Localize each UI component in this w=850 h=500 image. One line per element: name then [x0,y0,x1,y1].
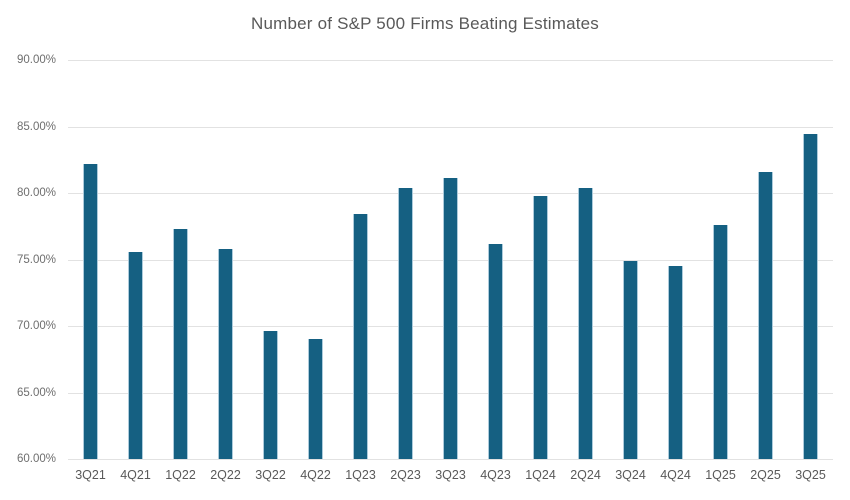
chart-title: Number of S&P 500 Firms Beating Estimate… [250,14,600,33]
x-axis-tick-label: 1Q22 [165,468,196,482]
bar-3Q24 [623,260,638,459]
bar-1Q23 [353,214,368,459]
x-axis-tick-label: 2Q23 [390,468,421,482]
x-axis-tick-label: 1Q25 [705,468,736,482]
x-axis-tick-label: 3Q21 [75,468,106,482]
y-axis-tick-label: 70.00% [16,320,56,332]
y-axis-tick-label: 80.00% [16,187,56,199]
x-axis-tick-label: 1Q23 [345,468,376,482]
gridline [68,459,833,460]
bar-4Q22 [308,339,323,459]
x-axis-tick-label: 3Q23 [435,468,466,482]
x-axis-tick-label: 1Q24 [525,468,556,482]
bar-3Q23 [443,178,458,459]
x-axis-tick-label: 4Q21 [120,468,151,482]
bar-2Q23 [398,187,413,459]
y-axis-tick-label: 90.00% [16,54,56,66]
y-axis-tick-label: 65.00% [16,386,56,399]
y-axis-tick-label: 60.00% [16,453,56,465]
bar-3Q25 [803,134,818,459]
gridline [68,60,833,61]
x-axis-tick-label: 4Q24 [660,468,691,482]
bar-1Q22 [173,228,188,459]
x-axis-tick-label: 3Q24 [615,468,646,482]
bar-4Q23 [488,243,503,459]
bar-1Q25 [713,224,728,459]
x-axis-tick-label: 2Q25 [750,468,781,482]
bar-3Q22 [263,331,278,459]
bar-2Q24 [578,187,593,459]
x-axis-tick-label: 4Q23 [480,468,511,482]
x-axis-tick-label: 3Q25 [795,468,826,482]
bar-3Q21 [83,163,98,459]
bar-4Q24 [668,266,683,459]
x-axis-tick-label: 2Q24 [570,468,601,482]
bar-2Q25 [758,171,773,459]
y-axis-tick-label: 75.00% [16,253,56,266]
x-axis-tick-label: 2Q22 [210,468,241,482]
bar-1Q24 [533,195,548,459]
gridline [68,127,833,128]
x-axis-tick-label: 4Q22 [300,468,331,482]
plot-area [68,60,833,460]
bar-4Q21 [128,251,143,459]
y-axis-tick-label: 85.00% [16,120,56,133]
x-axis-tick-label: 3Q22 [255,468,286,482]
bar-2Q22 [218,248,233,459]
